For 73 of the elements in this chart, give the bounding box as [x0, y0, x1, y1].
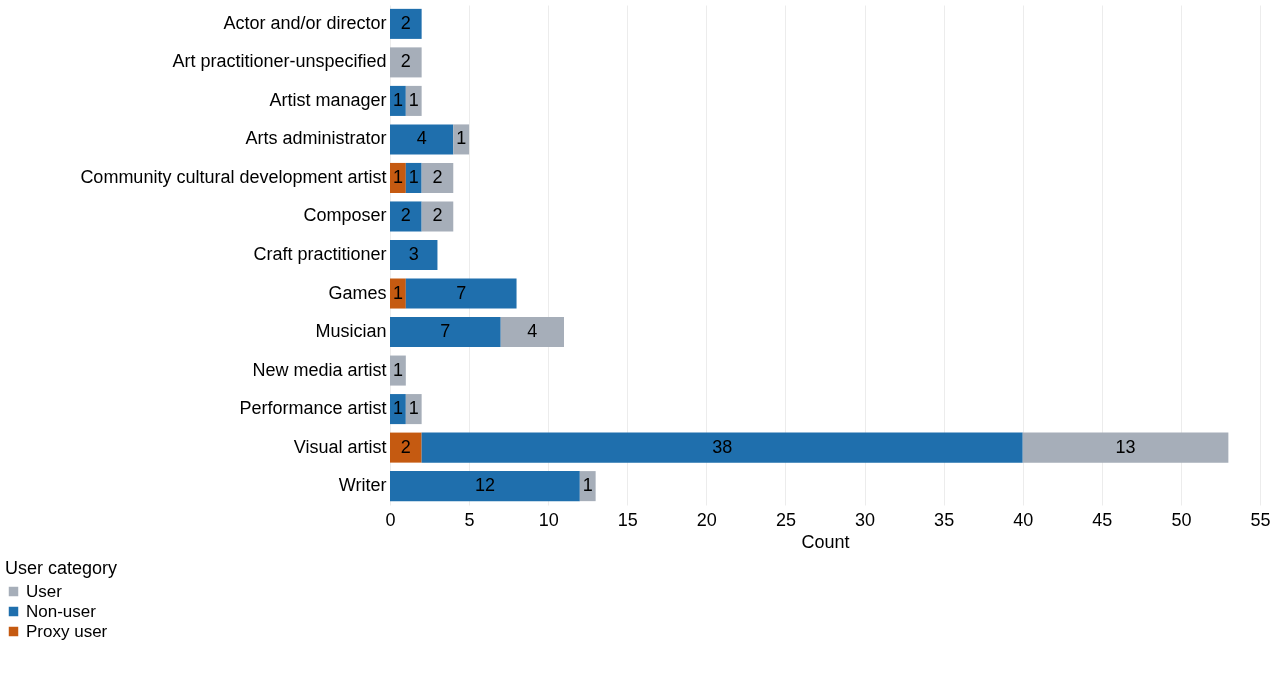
bar [390, 201, 422, 232]
data-label: 2 [400, 51, 411, 72]
y-tick-label: Artist manager [269, 89, 387, 110]
data-label: 4 [527, 321, 538, 342]
data-label: 13 [1115, 436, 1136, 457]
data-label: 1 [392, 89, 403, 110]
data-label: 2 [400, 205, 411, 226]
bar [421, 201, 454, 232]
data-label: 38 [712, 436, 733, 457]
data-label: 1 [392, 398, 403, 419]
x-tick-label: 40 [1013, 509, 1034, 530]
bar [390, 124, 454, 155]
bar [390, 432, 422, 463]
x-tick-label: 20 [696, 509, 717, 530]
bar [405, 278, 517, 309]
bar [390, 317, 501, 348]
x-axis-title: Count [801, 531, 850, 552]
bar [1022, 432, 1229, 463]
y-tick-label: New media artist [252, 359, 387, 380]
data-label: 1 [392, 359, 403, 380]
y-tick-label: Games [328, 282, 387, 303]
y-tick-label: Composer [303, 205, 387, 226]
bar [421, 432, 1023, 463]
x-tick-label: 25 [775, 509, 796, 530]
x-tick-label: 15 [617, 509, 638, 530]
data-label: 1 [408, 398, 419, 419]
data-label: 1 [456, 128, 467, 149]
bar [390, 278, 406, 309]
y-tick-label: Musician [315, 321, 387, 342]
y-tick-label: Visual artist [293, 436, 387, 457]
x-tick-label: 35 [934, 509, 955, 530]
data-label: 1 [582, 475, 593, 496]
x-tick-label: 45 [1092, 509, 1113, 530]
data-label: 3 [408, 244, 419, 264]
x-tick-label: 0 [385, 509, 396, 530]
bar [421, 162, 454, 193]
y-tick-label: Community cultural development artist [80, 166, 387, 187]
data-label: 7 [440, 321, 451, 342]
bar [405, 85, 422, 116]
data-label: 7 [456, 282, 467, 303]
data-label: 2 [432, 205, 443, 226]
x-tick-label: 10 [538, 509, 559, 530]
bar [405, 162, 422, 193]
y-tick-label: Performance artist [239, 398, 387, 419]
data-label: 1 [408, 166, 419, 187]
bar [390, 47, 422, 78]
y-tick-label: Art practitioner-unspecified [172, 51, 387, 72]
data-label: 2 [400, 12, 411, 33]
data-label: 4 [416, 128, 427, 149]
data-label: 2 [400, 436, 411, 457]
legend-label: Proxy user [26, 621, 108, 641]
bar [390, 8, 422, 39]
data-label: 12 [474, 475, 495, 496]
x-tick-label: 30 [855, 509, 876, 530]
data-label: 2 [432, 166, 443, 187]
y-tick-label: Actor and/or director [223, 12, 387, 33]
y-tick-label: Arts administrator [245, 128, 387, 149]
legend-label: User [26, 581, 63, 601]
x-tick-label: 5 [464, 509, 475, 530]
x-tick-label: 55 [1250, 509, 1271, 530]
x-tick-label: 50 [1171, 509, 1192, 530]
data-label: 1 [392, 166, 403, 187]
data-label: 1 [408, 89, 419, 110]
bar [390, 471, 580, 502]
y-tick-label: Writer [338, 475, 387, 496]
bar [390, 239, 438, 271]
y-tick-label: Craft practitioner [253, 244, 387, 264]
legend-title: User category [5, 558, 118, 578]
data-label: 1 [392, 282, 403, 303]
bar [579, 471, 596, 502]
bar [500, 317, 564, 348]
legend-label: Non-user [26, 601, 97, 621]
bar [405, 394, 422, 425]
